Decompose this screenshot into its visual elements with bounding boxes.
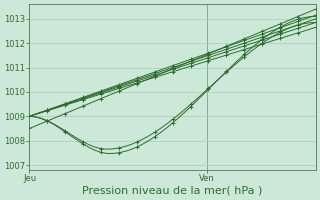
X-axis label: Pression niveau de la mer( hPa ): Pression niveau de la mer( hPa ) <box>83 186 263 196</box>
